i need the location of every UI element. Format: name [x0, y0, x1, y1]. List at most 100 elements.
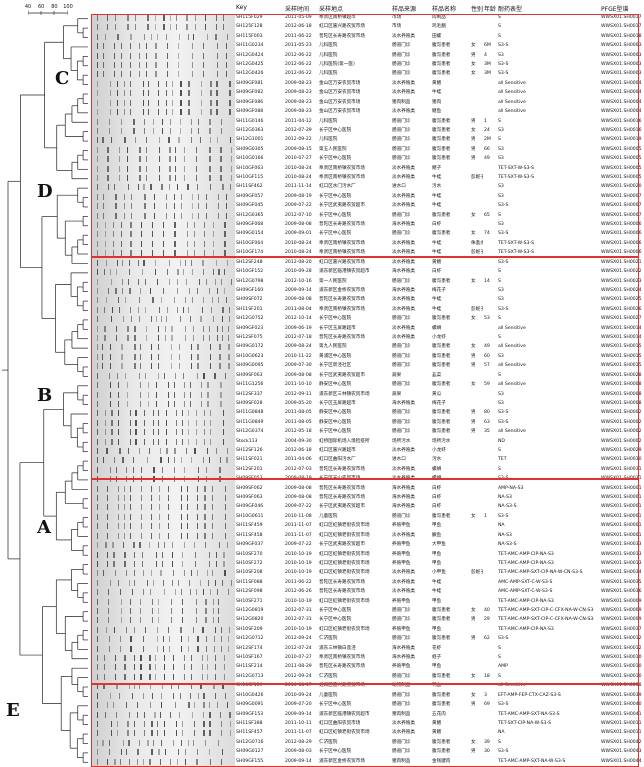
gel-band [156, 645, 158, 652]
gel-band [192, 335, 195, 342]
gel-band [133, 664, 135, 671]
gel-band [190, 353, 192, 360]
gel-band [120, 758, 122, 765]
gel-band [143, 410, 145, 417]
gel-band [166, 447, 168, 454]
gel-band [220, 165, 222, 172]
gel-band [168, 400, 170, 407]
gel-band [97, 62, 99, 69]
gel-band [175, 15, 178, 21]
gel-band [140, 504, 143, 511]
gel-band [166, 109, 168, 116]
gel-band [205, 617, 207, 624]
gel-band [119, 636, 122, 643]
gel-band [174, 589, 176, 596]
gel-band [158, 429, 160, 436]
gel-lane [91, 33, 235, 41]
gel-band [176, 278, 179, 285]
gel-band [97, 33, 99, 40]
gel-band [197, 466, 199, 473]
gel-band [172, 673, 174, 680]
cell-site: 第五人民医院 [319, 146, 347, 152]
cell-source: 淡水养殖类 [392, 335, 415, 341]
gel-band [222, 683, 224, 690]
gel-band [145, 325, 147, 332]
gel-band [155, 560, 157, 567]
gel-band [111, 137, 113, 144]
gel-band [150, 353, 152, 360]
gel-band [105, 250, 107, 257]
gel-band [228, 353, 230, 360]
table-row: SH10GF063 2010-08-24 奉贤区南桥镇农贸市场 淡水养殖类 鳝子 TET-… [236, 165, 642, 173]
cell-date: 2011-08-04 [285, 306, 312, 312]
gel-band [113, 551, 115, 558]
gel-band [97, 306, 99, 313]
cell-date: 2010-11-08 [285, 513, 312, 519]
cell-pfge: WWSX01.SH0012 [601, 636, 642, 642]
cell-site: 普陀区长寿路农贸市场 [319, 33, 365, 39]
cell-site: 奉贤区南桥镇农贸市场 [319, 240, 365, 246]
gel-band [217, 739, 219, 746]
gel-band [97, 15, 99, 21]
gel-lane [91, 249, 235, 257]
gel-band [120, 749, 122, 756]
cell-pfge: WWSX01.SH0001 [601, 495, 642, 501]
gel-band [140, 344, 142, 351]
cell-resistance: S3-S [498, 62, 509, 68]
gel-band [187, 513, 189, 520]
cell-pfge: WWSX01.SH0002 [601, 410, 642, 416]
cell-resistance: TET-AMC-AMP-CIP-NA-S3 [498, 551, 554, 557]
gel-band [134, 683, 136, 690]
cell-resistance: S [498, 278, 501, 284]
cell-age: 62 [484, 636, 490, 642]
table-row: SH10GF115 2010-08-24 奉贤区南桥镇农贸市场 淡水养殖类 牛蛙 彭妮子 T… [236, 174, 642, 182]
cell-sample: 牛蛙 [432, 203, 442, 209]
gel-band [138, 739, 141, 746]
cell-pfge: WWSX01.SH0023 [601, 278, 642, 284]
cell-pfge: WWSX01.SH0008 [601, 391, 642, 397]
gel-band [97, 664, 99, 671]
gel-lane [91, 165, 235, 173]
cell-sex: 男 [471, 636, 476, 642]
gel-band [203, 52, 205, 59]
gel-band [130, 212, 132, 219]
cell-date: 2012-06-22 [285, 71, 312, 77]
cell-age: 63 [484, 419, 490, 425]
gel-band [153, 193, 156, 200]
cell-pfge: WWSX01.SH0004 [601, 99, 642, 105]
cell-pfge: WWSX01.SH0008 [601, 382, 642, 388]
gel-band [134, 344, 136, 351]
gel-band [163, 720, 165, 727]
gel-band [151, 730, 153, 737]
cell-resistance: S3-S [498, 71, 509, 77]
cell-site: 长宁区武夷路农贸超市 [319, 504, 365, 510]
gel-band [143, 692, 145, 699]
gel-band [133, 579, 135, 586]
gel-band [105, 438, 107, 445]
gel-band [120, 222, 123, 229]
gel-band [133, 466, 135, 473]
gel-band [224, 495, 226, 502]
gel-band [137, 749, 139, 756]
cell-pfge: WWSX01.SH0026 [601, 306, 642, 312]
gel-band [181, 645, 183, 652]
cell-sample: 田螺 [432, 33, 442, 39]
gel-band [128, 739, 130, 746]
gel-band [154, 259, 157, 266]
cell-resistance: all Sensitive [498, 344, 526, 350]
cell-source: 肠道门诊 [392, 43, 411, 49]
table-row: SH09SF063 2009-08-08 普陀区长寿路农贸市场 海水养殖类 白虾 NA-S… [236, 494, 642, 502]
cell-sample: 腹泻患者 [432, 212, 451, 218]
gel-band [105, 429, 107, 436]
gel-band [220, 391, 222, 398]
gel-band [228, 335, 230, 342]
gel-band [139, 156, 141, 163]
gel-lane [91, 315, 235, 323]
cell-date: 2009-09-01 [285, 231, 312, 237]
gel-band [173, 466, 176, 473]
gel-band [224, 513, 226, 520]
gel-band [214, 655, 217, 662]
cell-sex: 男 [471, 419, 476, 425]
cell-resistance: S [498, 372, 501, 378]
gel-band [174, 146, 177, 153]
